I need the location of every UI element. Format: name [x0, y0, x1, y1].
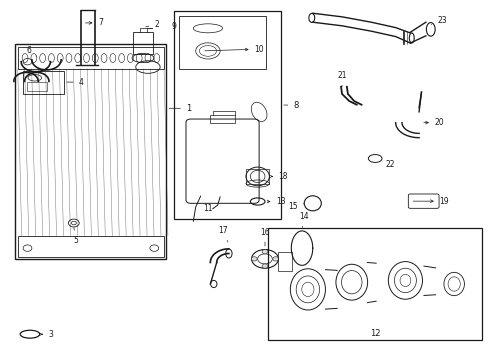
Bar [26, 82, 47, 91]
Text: 1: 1 [169, 104, 191, 113]
Text: 21: 21 [337, 71, 346, 87]
Text: 3: 3 [40, 330, 53, 339]
Bar [210, 116, 234, 123]
Text: 4: 4 [67, 78, 83, 87]
Text: 10: 10 [204, 45, 264, 54]
Text: 7: 7 [85, 18, 103, 27]
Text: 11: 11 [203, 204, 212, 213]
Text: 12: 12 [369, 329, 380, 338]
Text: 22: 22 [385, 160, 395, 169]
Text: 5: 5 [74, 228, 79, 245]
Bar [133, 32, 153, 54]
Text: 14: 14 [299, 212, 308, 228]
Ellipse shape [251, 257, 257, 261]
Bar [18, 47, 163, 69]
Bar [22, 71, 64, 94]
Bar [178, 16, 266, 69]
Bar [277, 252, 292, 271]
Text: 13: 13 [266, 197, 285, 206]
Text: 16: 16 [260, 228, 269, 246]
Text: 20: 20 [423, 118, 444, 127]
Text: 17: 17 [218, 226, 227, 242]
Text: 19: 19 [412, 197, 448, 206]
Ellipse shape [272, 257, 278, 261]
Ellipse shape [262, 264, 267, 268]
Bar [15, 44, 166, 259]
Text: 15: 15 [288, 202, 304, 211]
Bar [267, 228, 482, 339]
Text: 18: 18 [269, 172, 287, 181]
Ellipse shape [262, 249, 267, 254]
Text: 2: 2 [145, 19, 159, 28]
Text: 23: 23 [430, 16, 446, 25]
Text: 6: 6 [26, 46, 37, 57]
Bar [173, 12, 281, 220]
Text: 8: 8 [283, 100, 298, 109]
Text: 9: 9 [171, 22, 176, 31]
Bar [245, 169, 269, 184]
Bar [18, 235, 163, 257]
